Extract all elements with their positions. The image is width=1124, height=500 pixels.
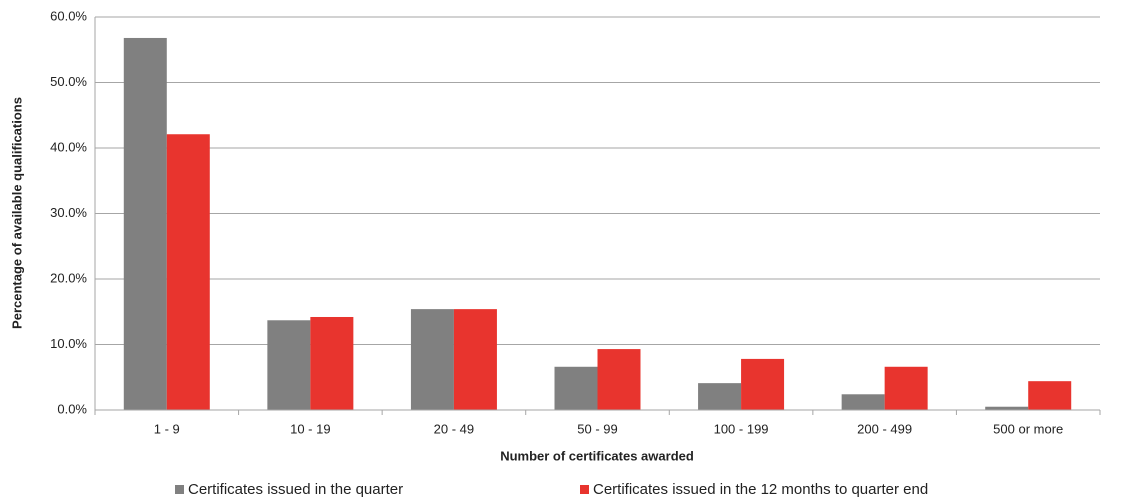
bar (267, 320, 311, 410)
legend-label: Certificates issued in the quarter (188, 481, 403, 498)
x-tick-label: 1 - 9 (154, 421, 180, 436)
bar (884, 366, 928, 410)
bar (166, 134, 210, 410)
y-tick-label: 60.0% (50, 8, 87, 23)
legend-label: Certificates issued in the 12 months to … (593, 481, 928, 498)
bar (698, 383, 742, 410)
x-tick-label: 200 - 499 (857, 421, 912, 436)
x-tick-label: 10 - 19 (290, 421, 330, 436)
x-tick-label: 20 - 49 (434, 421, 474, 436)
x-tick-label: 50 - 99 (577, 421, 617, 436)
y-tick-label: 10.0% (50, 336, 87, 351)
bar (410, 309, 454, 410)
y-tick-label: 30.0% (50, 205, 87, 220)
bar (985, 406, 1029, 410)
y-tick-label: 0.0% (57, 401, 87, 416)
bar (310, 316, 354, 410)
legend-swatch (580, 485, 589, 494)
bar (453, 309, 497, 410)
x-tick-label: 100 - 199 (714, 421, 769, 436)
y-tick-label: 50.0% (50, 74, 87, 89)
x-tick-label: 500 or more (993, 421, 1063, 436)
bar (597, 349, 641, 410)
bar (554, 366, 598, 410)
bar (1028, 381, 1072, 410)
bar (741, 358, 785, 410)
bar (123, 37, 167, 411)
bar (841, 394, 885, 410)
y-tick-label: 40.0% (50, 139, 87, 154)
legend-swatch (175, 485, 184, 494)
y-tick-label: 20.0% (50, 270, 87, 285)
y-axis-title: Percentage of available qualifications (9, 97, 24, 329)
x-axis-title: Number of certificates awarded (500, 448, 694, 463)
